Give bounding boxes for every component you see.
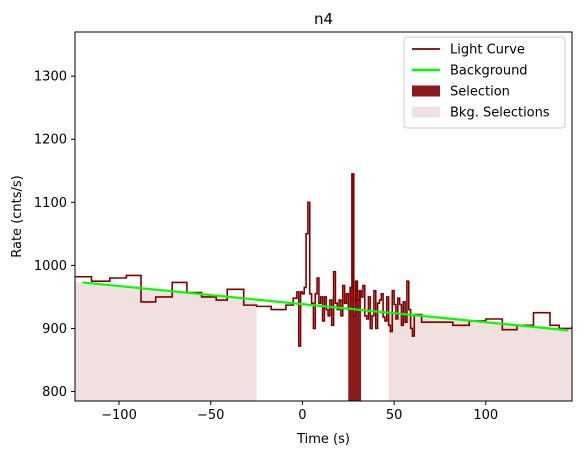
legend-entry-label: Selection <box>450 85 510 100</box>
y-axis-label: Rate (cnts/s) <box>10 175 25 258</box>
legend-swatch <box>412 85 440 97</box>
y-tick-label: 1000 <box>34 259 67 274</box>
light-curve-layer <box>75 173 572 347</box>
selection-layer <box>348 173 362 401</box>
legend-box <box>403 36 566 129</box>
bkg-selections-layer <box>75 281 572 401</box>
legend-entry-label: Bkg. Selections <box>450 106 550 121</box>
light-curve-line <box>75 173 572 347</box>
y-tick-label: 1100 <box>34 196 67 211</box>
legend: Light Curve Background Selection Bkg. Selec… <box>403 36 566 129</box>
x-tick-label: 0 <box>298 408 306 423</box>
y-tick-label: 1300 <box>34 70 67 85</box>
legend-entry-label: Background <box>450 64 528 79</box>
bkg-selection-region-1 <box>75 281 257 401</box>
y-tick-label: 900 <box>42 322 67 337</box>
x-tick-label: −50 <box>197 408 224 423</box>
x-tick-label: −100 <box>101 408 137 423</box>
x-tick-label: 100 <box>473 408 498 423</box>
x-axis-label: Time (s) <box>296 432 350 447</box>
legend-swatch <box>412 106 440 118</box>
y-tick-label: 800 <box>42 385 67 400</box>
bkg-selection-region-2 <box>388 312 572 401</box>
x-axis: −100 −50 0 50 100 <box>101 401 498 423</box>
legend-entry-label: Light Curve <box>450 43 525 58</box>
plot-area <box>75 173 572 401</box>
selection-region <box>348 173 362 401</box>
background-line <box>82 281 569 332</box>
background-layer <box>82 281 569 332</box>
plot-frame <box>74 31 573 402</box>
y-axis: 800 900 1000 1100 1200 1300 <box>34 70 75 400</box>
x-tick-label: 50 <box>386 408 403 423</box>
y-tick-label: 1200 <box>34 133 67 148</box>
chart-title: n4 <box>314 10 333 28</box>
